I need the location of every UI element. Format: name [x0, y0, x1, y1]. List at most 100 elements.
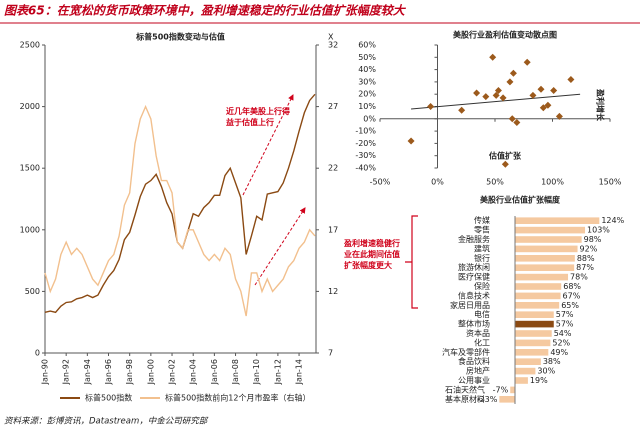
value-label: 103% [587, 226, 610, 235]
trendline [411, 93, 581, 110]
category-label: 零售 [474, 225, 490, 235]
value-label: 57% [556, 310, 574, 319]
bar [510, 386, 515, 394]
value-label: 78% [570, 273, 588, 282]
bar [499, 396, 515, 403]
scatter-point [508, 115, 516, 123]
scatter-point [489, 53, 497, 61]
scatter-point [555, 112, 563, 120]
y2-tick-label: 12 [328, 287, 338, 296]
value-label: 54% [554, 329, 572, 338]
annotation: 近几年美股上行得益于估值上行 [226, 107, 290, 127]
arrow [254, 207, 306, 286]
x-tick-label: Jan-08 [231, 359, 240, 385]
scatter-point [407, 137, 415, 145]
y-tick-label: -10% [355, 127, 376, 136]
category-label: 医疗保健 [458, 272, 490, 282]
y-tick-label: -40% [355, 164, 376, 173]
scatter-point [506, 78, 514, 86]
category-label: 食品饮料 [458, 356, 490, 366]
y-tick-label: 1500 [20, 164, 40, 173]
chart-title: 标普500指数变动与估值 [135, 32, 225, 42]
value-label: 30% [537, 367, 555, 376]
y-axis-label: 盈利增长 [596, 88, 606, 122]
category-label: 化工 [474, 337, 490, 347]
value-label: 68% [563, 282, 581, 291]
value-label: -23% [477, 395, 498, 404]
x-tick-label: -50% [370, 178, 391, 187]
value-label: 98% [584, 235, 602, 244]
bar [515, 358, 541, 365]
scatter-point [544, 101, 552, 109]
series-line [44, 104, 316, 317]
y2-tick-label: 27 [328, 102, 338, 111]
category-label: 传媒 [474, 215, 490, 225]
bar [515, 245, 578, 253]
scatter-point [513, 118, 521, 126]
y-tick-label: 10% [358, 102, 376, 111]
value-label: 19% [530, 376, 548, 385]
annotation: 盈利增速稳健行业在此期间估值扩张幅度更大 [344, 239, 400, 270]
category-label: 石油天然气 [445, 384, 485, 394]
chart-title: 美股行业估值扩张幅度 [480, 195, 561, 205]
category-label: 汽车及零部件 [442, 347, 490, 357]
chart-title: 美股行业盈利估值变动散点图 [453, 30, 557, 40]
category-label: 旅游休闲 [458, 262, 490, 272]
value-label: 88% [577, 254, 595, 263]
bar [515, 292, 561, 300]
bar [515, 217, 600, 224]
scatter-point [509, 69, 517, 77]
scatter-point [473, 89, 481, 97]
category-label: 电信 [474, 309, 490, 319]
y-tick-label: 0% [363, 114, 376, 123]
scatter-point [492, 91, 500, 99]
scatter-point [501, 160, 509, 168]
x-tick-label: Jan-02 [168, 359, 177, 385]
bar [515, 330, 552, 337]
figure-title: 图表65：在宽松的货币政策环境中，盈利增速稳定的行业估值扩张幅度较大 [4, 4, 407, 18]
bar [515, 320, 554, 328]
scatter-point [539, 104, 547, 112]
bar [515, 349, 549, 356]
y-tick-label: 1000 [20, 225, 40, 234]
category-label: 公用事业 [458, 375, 490, 385]
category-label: 保险 [474, 281, 490, 291]
y-tick-label: -30% [355, 151, 376, 160]
value-label: 92% [580, 244, 598, 253]
x-tick-label: Jan-00 [146, 359, 155, 385]
scatter-point [427, 103, 435, 110]
bar [515, 226, 586, 234]
bar [515, 377, 528, 384]
y2-tick-label: 17 [328, 225, 338, 234]
value-label: 67% [563, 291, 581, 300]
category-label: 信息技术 [458, 290, 490, 300]
x-tick-label: Jan-06 [210, 359, 219, 385]
category-label: 家居日用品 [450, 300, 490, 310]
scatter-point [550, 87, 558, 95]
x-tick-label: 0% [431, 178, 444, 187]
value-label: 87% [576, 263, 594, 272]
bar [515, 273, 569, 281]
bar [515, 264, 575, 271]
x-tick-label: Jan-04 [189, 359, 198, 385]
value-label: 52% [552, 338, 570, 347]
x-tick-label: Jan-90 [41, 359, 50, 385]
y-tick-label: 50% [358, 53, 376, 62]
x-tick-label: 100% [541, 178, 564, 187]
x-tick-label: Jan-94 [83, 359, 92, 385]
bar [515, 255, 575, 262]
source: 资料来源：彭博资讯，Datastream，中金公司研究部 [4, 416, 209, 427]
scatter-point [482, 93, 490, 101]
x-tick-label: 150% [599, 178, 622, 187]
category-label: 整体市场 [458, 319, 490, 329]
value-label: 38% [543, 357, 561, 366]
value-label: 124% [601, 216, 624, 225]
scatter-point [523, 58, 531, 66]
bar [515, 236, 582, 243]
x-tick-label: Jan-10 [252, 359, 261, 385]
value-label: 49% [550, 348, 568, 357]
legend-label: 标普500指数前向12个月市盈率（右轴） [165, 393, 310, 403]
y2-tick-label: 22 [328, 164, 338, 173]
